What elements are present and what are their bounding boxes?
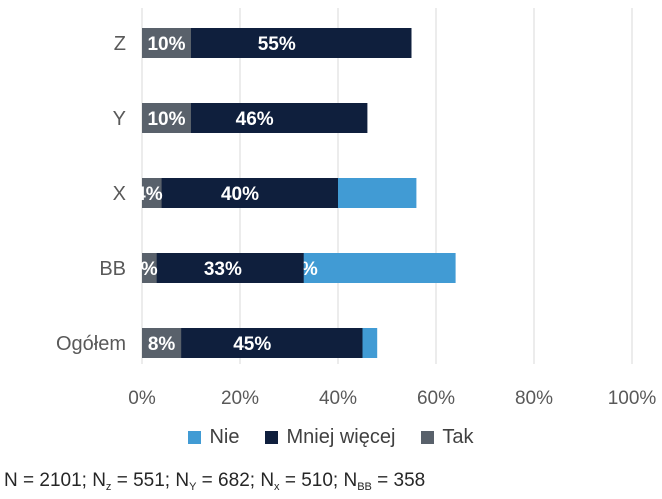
footnote-text: N = 2101; N (4, 470, 106, 491)
legend-label: Mniej więcej (286, 426, 396, 448)
legend-item: Mniej więcej (265, 426, 395, 449)
x-tick-labels: 0% 20% 40% 60% 80% 100% (128, 388, 656, 409)
bar-value-label: 33% (204, 259, 242, 280)
bar-value-label: 55% (258, 34, 296, 55)
bar-segment (142, 253, 304, 283)
category-label: Y (113, 108, 126, 130)
footnote-subscript: Y (189, 481, 197, 493)
footnote-subscript: x (274, 481, 280, 493)
legend-item: Tak (421, 426, 474, 449)
x-tick-label: 80% (515, 388, 553, 409)
legend-swatch (421, 431, 435, 444)
bar-segment (142, 178, 338, 208)
sample-size-footnote: N = 2101; Nz = 551; NY = 682; Nx = 510; … (4, 470, 425, 493)
stacked-bar-chart: 35%55%10%44%46%10%56%40%4%64%33%3%48%45%… (56, 8, 656, 409)
bar-segment (142, 178, 162, 208)
bar-segment (142, 103, 191, 133)
bar-value-label: 40% (221, 184, 259, 205)
category-label: Ogółem (56, 333, 126, 355)
x-tick-label: 0% (128, 388, 156, 409)
footnote-text: = 358 (371, 470, 426, 491)
legend-swatch (188, 431, 202, 444)
legend: Nie Mniej więcej Tak (0, 426, 662, 449)
bar-value-label: 10% (147, 34, 185, 55)
bar-value-label: 10% (147, 109, 185, 130)
bar-value-label: 8% (148, 334, 176, 355)
category-label: X (113, 183, 126, 205)
bar-segment (142, 253, 157, 283)
bar-value-label: 4% (135, 184, 163, 205)
bar-value-label: 46% (236, 109, 274, 130)
x-tick-label: 60% (417, 388, 455, 409)
footnote-subscript: BB (357, 481, 372, 493)
bar-value-label: 45% (233, 334, 271, 355)
footnote-text: = 510; N (279, 470, 358, 491)
footnote-text: = 551; N (111, 470, 190, 491)
legend-label: Nie (209, 426, 240, 448)
x-tick-label: 40% (319, 388, 357, 409)
category-label: Z (114, 33, 126, 55)
legend-swatch (265, 431, 279, 444)
x-tick-label: 100% (608, 388, 657, 409)
bars: 35%55%10%44%46%10%56%40%4%64%33%3%48%45%… (130, 28, 456, 358)
footnote-subscript: z (105, 481, 112, 493)
legend-item: Nie (188, 426, 239, 449)
category-label: BB (99, 258, 126, 280)
legend-label: Tak (442, 426, 474, 448)
x-tick-label: 20% (221, 388, 259, 409)
category-labels: Z Y X BB Ogółem (56, 33, 126, 355)
bar-segment (142, 328, 182, 358)
bar-segment (142, 28, 191, 58)
footnote-text: = 682; N (196, 470, 275, 491)
bar-value-label: 3% (130, 259, 158, 280)
